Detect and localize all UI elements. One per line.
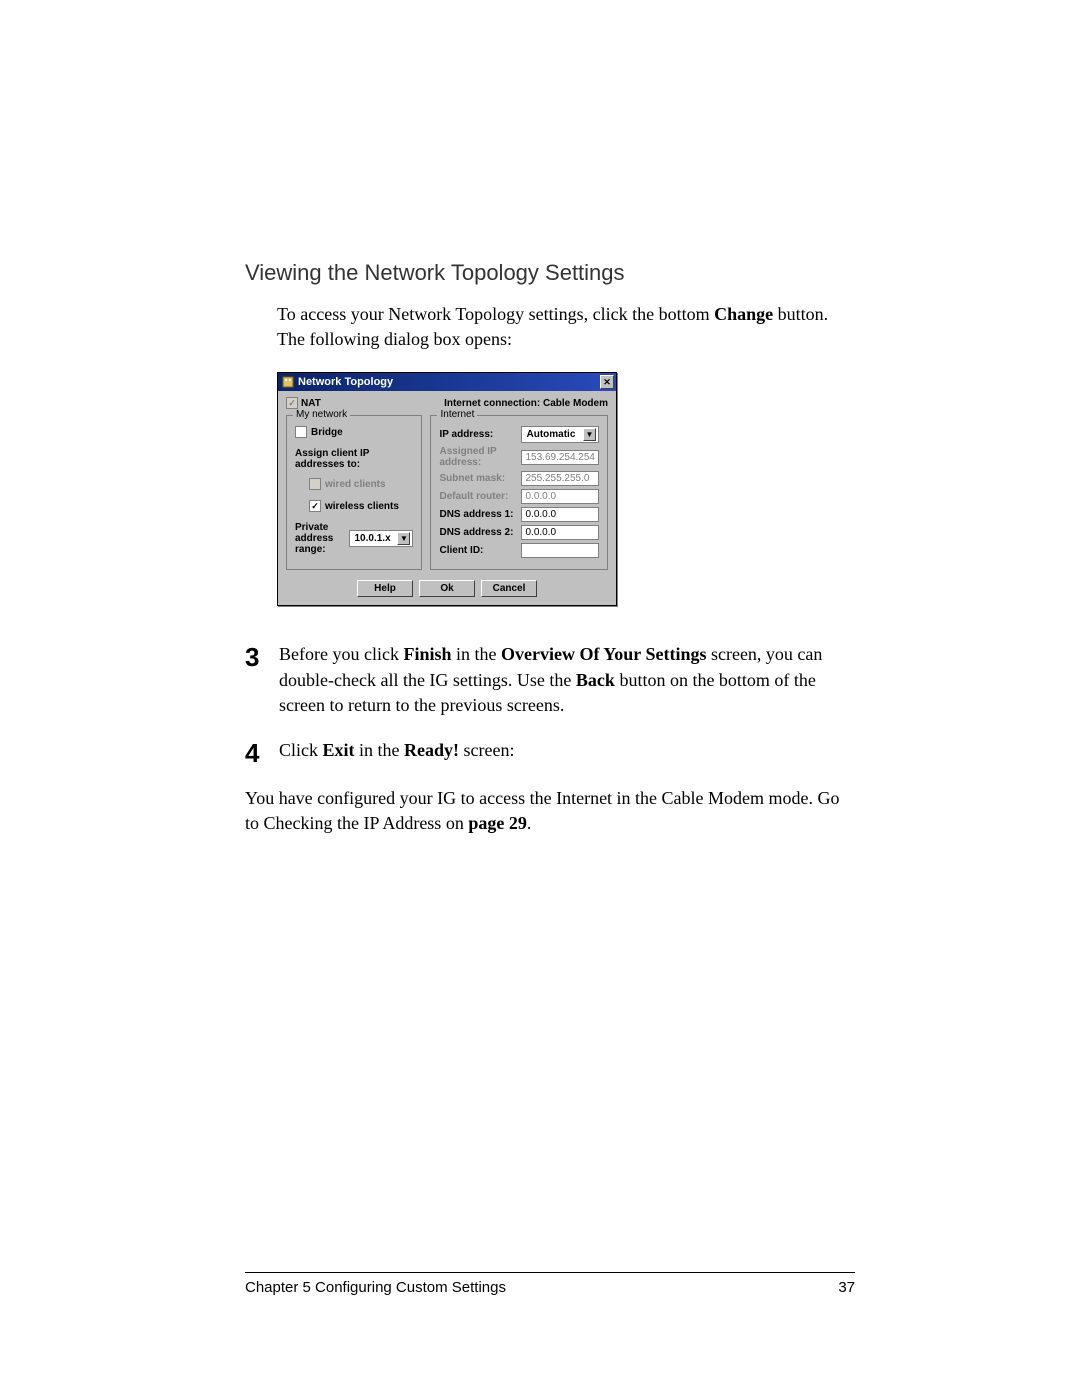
wired-row: wired clients [309,478,413,490]
nat-checkbox[interactable] [286,397,298,409]
footer-page-number: 37 [838,1279,855,1296]
wireless-label: wireless clients [325,501,399,512]
default-router-input[interactable]: 0.0.0.0 [521,489,599,504]
internet-legend: Internet [437,409,477,420]
chevron-down-icon: ▼ [397,532,410,545]
dns1-input[interactable]: 0.0.0.0 [521,507,599,522]
ip-address-select[interactable]: Automatic ▼ [521,426,599,443]
client-id-label: Client ID: [439,545,521,556]
assigned-ip-input[interactable]: 153.69.254.254 [521,450,599,465]
subnet-mask-input[interactable]: 255.255.255.0 [521,471,599,486]
bridge-row: Bridge [295,426,413,438]
dns2-label: DNS address 2: [439,527,521,538]
wired-label: wired clients [325,479,386,490]
step-number: 4 [245,740,265,766]
my-network-fieldset: My network Bridge Assign client IP addre… [286,415,422,570]
step-number: 3 [245,644,265,718]
client-id-input[interactable] [521,543,599,558]
cancel-button[interactable]: Cancel [481,580,537,597]
default-router-label: Default router: [439,491,521,502]
page-content: Viewing the Network Topology Settings To… [245,260,855,836]
private-range-label: Private address range: [295,522,343,555]
wireless-checkbox[interactable] [309,500,321,512]
closing-paragraph: You have configured your IG to access th… [245,786,855,836]
page-footer: Chapter 5 Configuring Custom Settings 37 [245,1272,855,1296]
private-range-select[interactable]: 10.0.1.x ▼ [349,530,413,547]
step-3-text: Before you click Finish in the Overview … [279,642,855,718]
dialog-buttons: Help Ok Cancel [286,580,608,597]
nat-checkbox-group: NAT [286,397,321,409]
subnet-mask-label: Subnet mask: [439,473,521,484]
ip-address-value: Automatic [526,429,575,440]
dialog-title: Network Topology [298,376,393,388]
close-icon: ✕ [603,377,611,388]
ip-address-label: IP address: [439,429,521,440]
network-topology-dialog: Network Topology ✕ NAT Internet connecti… [277,372,617,606]
intro-paragraph: To access your Network Topology settings… [277,302,855,352]
step-3: 3 Before you click Finish in the Overvie… [245,642,855,718]
bridge-label: Bridge [311,427,343,438]
assigned-ip-label: Assigned IP address: [439,446,521,468]
intro-text-1: To access your Network Topology settings… [277,304,714,324]
private-range-row: Private address range: 10.0.1.x ▼ [295,522,413,555]
wireless-row: wireless clients [309,500,413,512]
app-icon [282,376,294,388]
assign-label: Assign client IP addresses to: [295,448,413,470]
dns1-label: DNS address 1: [439,509,521,520]
intro-bold: Change [714,304,773,324]
connection-label: Internet connection: Cable Modem [444,398,608,409]
private-range-value: 10.0.1.x [354,533,390,544]
section-heading: Viewing the Network Topology Settings [245,260,855,286]
bridge-checkbox[interactable] [295,426,307,438]
help-button[interactable]: Help [357,580,413,597]
dialog-titlebar: Network Topology ✕ [278,373,616,391]
close-button[interactable]: ✕ [600,375,614,389]
chevron-down-icon: ▼ [583,428,596,441]
dialog-body: NAT Internet connection: Cable Modem My … [278,391,616,605]
step-4-text: Click Exit in the Ready! screen: [279,738,514,766]
internet-fieldset: Internet IP address: Automatic ▼ Assigne… [430,415,608,570]
wired-checkbox[interactable] [309,478,321,490]
footer-chapter: Chapter 5 Configuring Custom Settings [245,1279,506,1296]
step-4: 4 Click Exit in the Ready! screen: [245,738,855,766]
dns2-input[interactable]: 0.0.0.0 [521,525,599,540]
nat-label: NAT [301,398,321,409]
my-network-legend: My network [293,409,350,420]
ok-button[interactable]: Ok [419,580,475,597]
